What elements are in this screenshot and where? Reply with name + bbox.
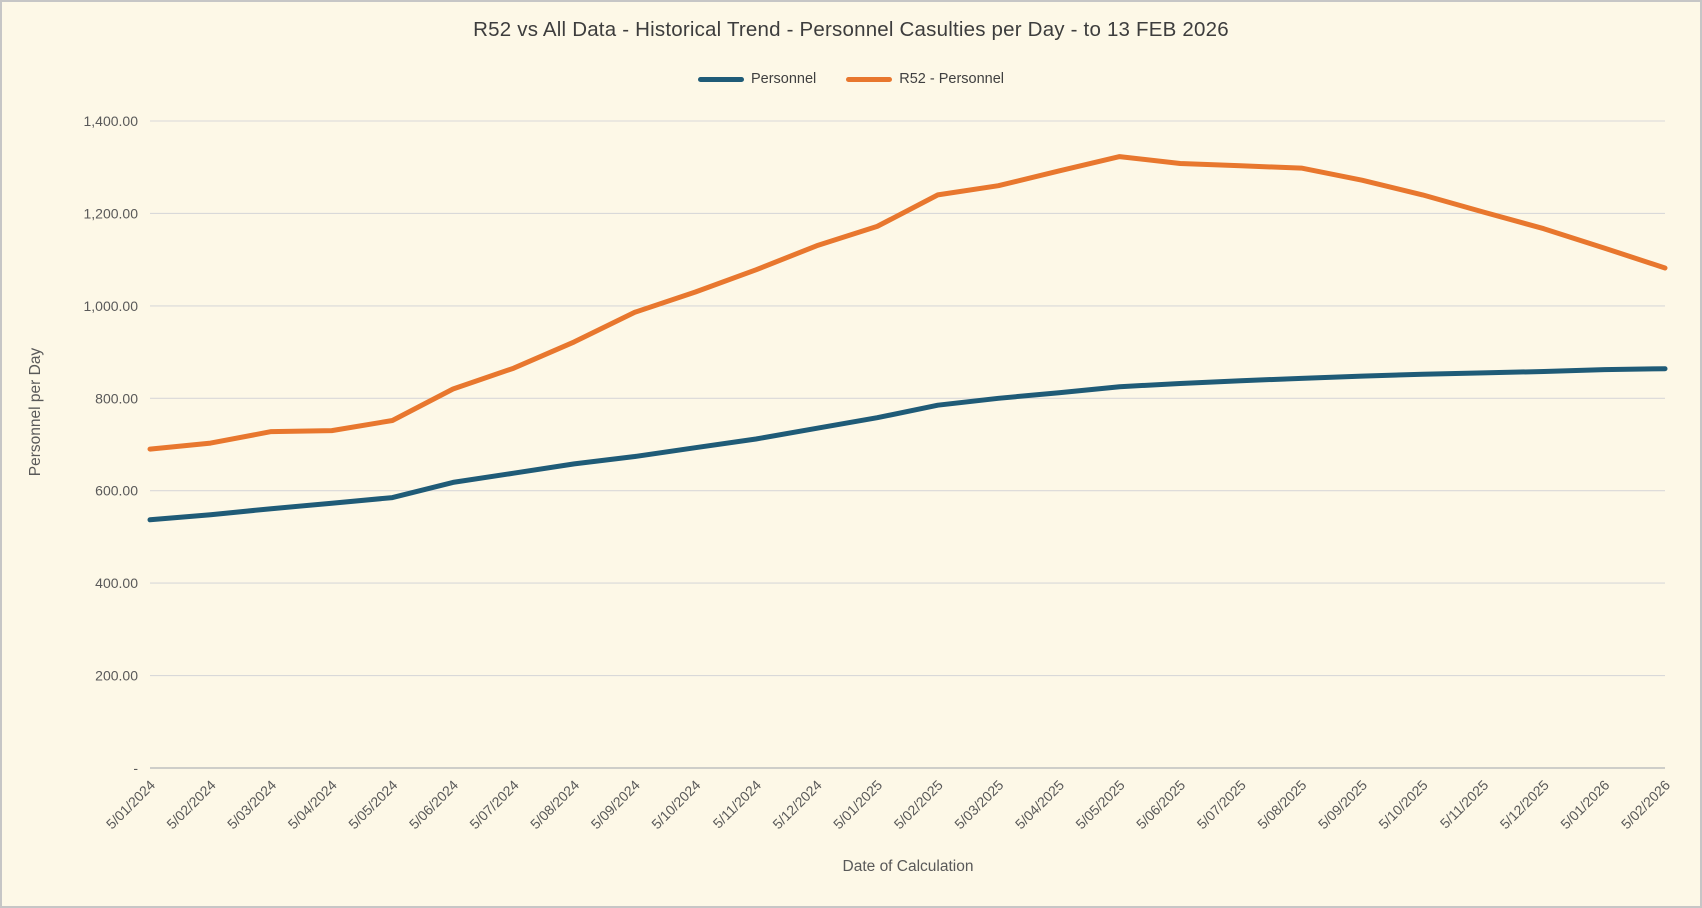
personnel-series-swatch-icon [697, 76, 744, 82]
y-axis-tick-label: 1,000.00 [84, 298, 139, 314]
x-axis-tick-label: 5/05/2025 [1072, 777, 1128, 833]
y-axis-tick-label: - [133, 760, 138, 776]
x-axis-tick-label: 5/01/2024 [103, 777, 159, 833]
x-axis-tick-label: 5/08/2025 [1254, 777, 1310, 833]
x-axis-tick-label: 5/03/2024 [224, 777, 280, 833]
y-axis-tick-label: 1,200.00 [84, 205, 139, 221]
r52-personnel-series-swatch-icon [846, 76, 893, 82]
series-line-personnel [147, 366, 1668, 523]
y-axis-title: Personnel per Day [27, 348, 44, 477]
x-axis-tick-label: 5/12/2025 [1497, 777, 1553, 833]
x-axis-tick-label: 5/07/2024 [466, 777, 522, 833]
x-axis-tick-label: 5/01/2026 [1557, 777, 1613, 833]
x-axis-tick-label: 5/01/2025 [830, 777, 886, 833]
x-axis-tick-label: 5/07/2025 [1194, 777, 1250, 833]
x-axis-tick-label: 5/02/2025 [891, 777, 947, 833]
x-axis-tick-label: 5/12/2024 [769, 777, 825, 833]
x-axis-title: Date of Calculation [843, 858, 974, 875]
x-axis-tick-label: 5/06/2025 [1133, 777, 1189, 833]
x-axis-tick-label: 5/06/2024 [406, 777, 462, 833]
x-axis-tick-label: 5/03/2025 [951, 777, 1007, 833]
x-axis-tick-label: 5/08/2024 [527, 777, 583, 833]
x-axis-tick-label: 5/10/2025 [1375, 777, 1431, 833]
y-axis-tick-label: 400.00 [95, 575, 138, 591]
x-axis-tick-label: 5/02/2024 [163, 777, 219, 833]
x-axis-tick-label: 5/09/2025 [1315, 777, 1371, 833]
x-axis-tick-label: 5/11/2025 [1437, 777, 1492, 832]
legend: Personnel R52 - Personnel [2, 71, 1700, 87]
chart-title: R52 vs All Data - Historical Trend - Per… [473, 18, 1229, 41]
series-line-r52-personnel [147, 154, 1668, 452]
y-axis-tick-label: 200.00 [95, 668, 138, 684]
legend-item-personnel: Personnel [697, 71, 817, 87]
y-axis-tick-label: 600.00 [95, 483, 138, 499]
y-axis-tick-label: 1,400.00 [84, 113, 139, 129]
x-axis-tick-label: 5/04/2024 [285, 777, 341, 833]
y-axis-tick-label: 800.00 [95, 390, 138, 406]
x-axis-tick-label: 5/09/2024 [588, 777, 644, 833]
legend-label-r52-personnel: R52 - Personnel [899, 71, 1005, 87]
x-axis-tick-label: 5/10/2024 [648, 777, 704, 833]
x-axis-tick-label: 5/04/2025 [1012, 777, 1068, 833]
x-axis-tick-label: 5/02/2026 [1618, 777, 1674, 833]
legend-item-r52-personnel: R52 - Personnel [846, 71, 1004, 87]
legend-label-personnel: Personnel [750, 71, 817, 87]
x-axis-tick-label: 5/05/2024 [345, 777, 401, 833]
x-axis-tick-label: 5/11/2024 [709, 777, 764, 832]
